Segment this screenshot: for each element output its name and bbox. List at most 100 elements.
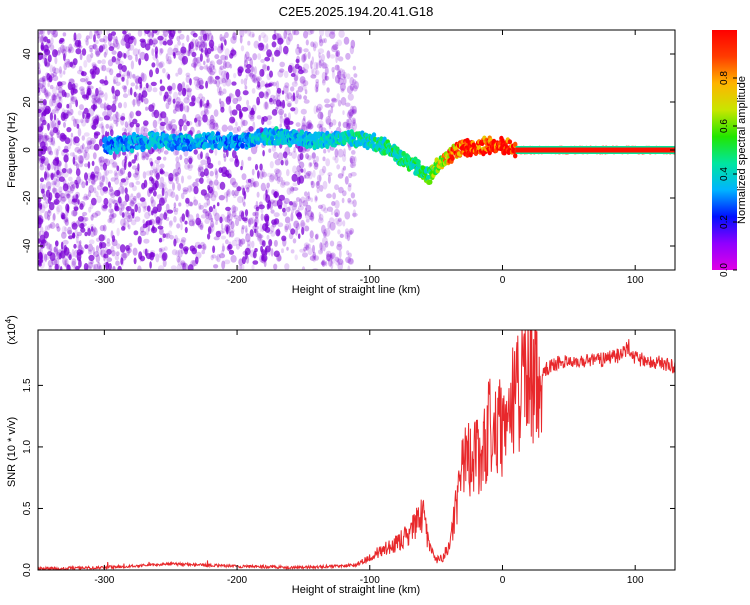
spectrogram-noise-cell — [220, 106, 225, 113]
spectrogram-noise-cell — [342, 154, 347, 162]
spectrogram-noise-cell — [51, 140, 56, 147]
spectrogram-noise-cell — [62, 257, 67, 266]
spectrogram-noise-cell — [321, 71, 327, 81]
spectrogram-noise-cell — [351, 105, 357, 114]
spectrogram-noise-cell — [108, 217, 113, 223]
spectrogram-noise-cell — [117, 102, 123, 109]
spectrogram-noise-cell — [206, 58, 209, 64]
spectrogram-noise-cell — [187, 264, 194, 270]
spectrogram-noise-cell — [188, 220, 195, 227]
spectrogram-noise-cell — [44, 61, 51, 67]
spectrogram-noise-cell — [107, 218, 112, 224]
spectrogram-noise-cell — [108, 189, 115, 196]
spectrogram-noise-cell — [299, 76, 306, 84]
spectrogram-noise-cell — [252, 53, 258, 61]
spectrogram-noise-cell — [121, 226, 126, 231]
spectrogram-noise-cell — [325, 158, 331, 167]
spectrogram-noise-cell — [209, 121, 216, 130]
spectrogram-noise-cell — [105, 261, 110, 270]
spectrogram-noise-cell — [181, 87, 187, 96]
spectrogram-noise-cell — [75, 234, 80, 239]
spectrogram-noise-cell — [79, 201, 86, 208]
spectrogram-noise-cell — [205, 173, 210, 179]
spectrogram-noise-cell — [330, 210, 334, 216]
spectrogram-noise-cell — [256, 84, 262, 90]
spectrogram-noise-cell — [167, 73, 171, 80]
spectrogram-noise-cell — [131, 165, 138, 170]
spectrogram-noise-cell — [80, 91, 86, 97]
spectrogram-noise-cell — [89, 68, 95, 75]
spectrogram-noise-cell — [342, 110, 345, 115]
spectrogram-noise-cell — [175, 207, 179, 212]
spectrogram-noise-cell — [207, 75, 214, 85]
spectrogram-noise-cell — [320, 53, 325, 62]
spectrogram-noise-cell — [331, 258, 336, 264]
spectrogram-noise-cell — [79, 155, 84, 165]
spectrogram-noise-cell — [69, 181, 75, 186]
spectrogram-noise-cell — [51, 98, 56, 107]
spectrogram-noise-cell — [351, 109, 357, 115]
spectrogram-noise-cell — [110, 129, 114, 137]
spectrogram-noise-cell — [195, 44, 199, 51]
spectrogram-noise-cell — [228, 105, 232, 114]
spectrogram-noise-cell — [44, 135, 50, 140]
spectrogram-noise-cell — [277, 222, 284, 228]
spectrogram-noise-cell — [90, 214, 94, 221]
spectrogram-noise-cell — [190, 30, 196, 36]
spectrogram-noise-cell — [137, 30, 143, 37]
spectrogram-noise-cell — [318, 52, 321, 58]
spectrogram-noise-cell — [73, 136, 80, 144]
spectrogram-noise-cell — [344, 231, 349, 240]
spectrogram-noise-cell — [41, 75, 46, 83]
spectrogram-noise-cell — [106, 257, 113, 263]
spectrogram-noise-cell — [212, 190, 218, 198]
spectrogram-noise-cell — [127, 161, 132, 168]
spectrogram-noise-cell — [205, 80, 209, 89]
spectrogram-noise-cell — [232, 149, 237, 159]
spectrogram-noise-cell — [334, 64, 340, 71]
spectrogram-noise-cell — [68, 235, 73, 240]
spectrogram-noise-cell — [93, 251, 100, 258]
spectrogram-noise-cell — [222, 245, 226, 252]
spectrogram-noise-cell — [186, 105, 190, 113]
spectrogram-noise-cell — [300, 79, 307, 87]
spectrogram-noise-cell — [337, 70, 342, 80]
spectrogram-noise-cell — [178, 202, 182, 207]
spectrogram-noise-cell — [302, 84, 307, 91]
spectrogram-noise-cell — [99, 175, 105, 181]
spectrogram-noise-cell — [346, 111, 354, 119]
spectrogram-noise-cell — [312, 253, 317, 263]
spectrogram-noise-cell — [98, 265, 102, 270]
spectrogram-noise-cell — [38, 124, 41, 130]
spectrogram-noise-cell — [68, 48, 71, 54]
spectrogram-noise-cell — [78, 160, 84, 168]
spectrogram-noise-cell — [292, 187, 299, 191]
spectrogram-noise-cell — [304, 172, 311, 179]
spectrogram-noise-cell — [152, 42, 156, 48]
spectrogram-noise-cell — [301, 266, 306, 270]
spectrogram-noise-cell — [112, 35, 116, 40]
spectrogram-noise-cell — [203, 106, 209, 115]
spectrogram-noise-cell — [131, 99, 138, 106]
spectrogram-noise-cell — [242, 217, 248, 222]
spectrogram-noise-cell — [180, 239, 186, 247]
spectrogram-noise-cell — [299, 152, 304, 161]
spectrogram-noise-cell — [246, 186, 250, 193]
spectrogram-noise-cell — [42, 119, 47, 126]
spectrogram-ridge-cell — [170, 146, 175, 152]
spectrogram-noise-cell — [198, 93, 203, 100]
spectrogram-noise-cell — [321, 260, 325, 266]
spectrogram-noise-cell — [317, 48, 325, 54]
spectrogram-noise-cell — [218, 253, 226, 259]
spectrogram-noise-cell — [164, 38, 167, 46]
spectrogram-noise-cell — [318, 213, 324, 221]
spectrogram-noise-cell — [96, 195, 102, 204]
spectrogram-noise-cell — [179, 33, 185, 40]
spectrogram-noise-cell — [312, 43, 317, 52]
spectrogram-noise-cell — [331, 201, 336, 206]
spectrogram-noise-cell — [177, 67, 183, 75]
spectrogram-noise-cell — [134, 167, 140, 176]
spectrogram-noise-cell — [272, 34, 277, 41]
spectrogram-noise-cell — [334, 256, 340, 262]
